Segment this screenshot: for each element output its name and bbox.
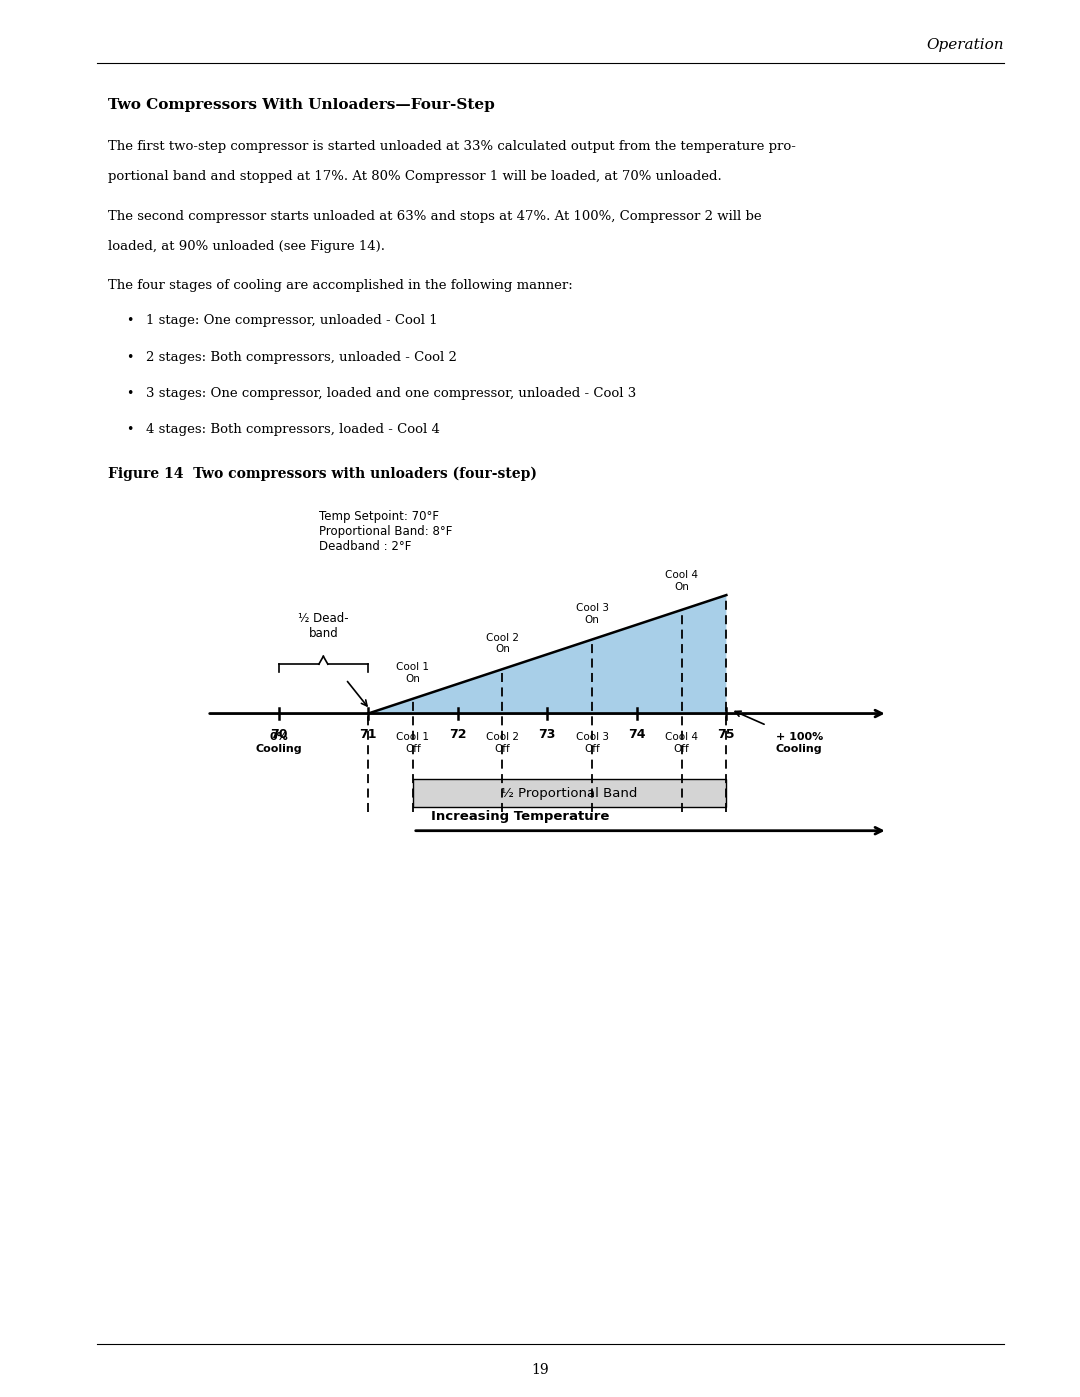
Text: 3 stages: One compressor, loaded and one compressor, unloaded - Cool 3: 3 stages: One compressor, loaded and one… (146, 387, 636, 400)
Text: Cool 3
Off: Cool 3 Off (576, 732, 608, 753)
Text: ½ Dead-
band: ½ Dead- band (298, 612, 349, 640)
Text: Increasing Temperature: Increasing Temperature (431, 810, 609, 823)
Text: Cool 3
On: Cool 3 On (576, 604, 608, 624)
Text: •: • (126, 423, 134, 436)
Text: 0%
Cooling: 0% Cooling (255, 732, 302, 753)
Text: The first two-step compressor is started unloaded at 33% calculated output from : The first two-step compressor is started… (108, 140, 796, 152)
Text: 71: 71 (360, 728, 377, 740)
Text: The four stages of cooling are accomplished in the following manner:: The four stages of cooling are accomplis… (108, 279, 572, 292)
Text: 1 stage: One compressor, unloaded - Cool 1: 1 stage: One compressor, unloaded - Cool… (146, 314, 437, 327)
Text: •: • (126, 387, 134, 400)
Text: Figure 14  Two compressors with unloaders (four-step): Figure 14 Two compressors with unloaders… (108, 467, 537, 481)
Text: The second compressor starts unloaded at 63% and stops at 47%. At 100%, Compress: The second compressor starts unloaded at… (108, 210, 761, 222)
Text: •: • (126, 351, 134, 363)
Text: portional band and stopped at 17%. At 80% Compressor 1 will be loaded, at 70% un: portional band and stopped at 17%. At 80… (108, 170, 721, 183)
Text: loaded, at 90% unloaded (see Figure 14).: loaded, at 90% unloaded (see Figure 14). (108, 240, 384, 253)
Text: 2 stages: Both compressors, unloaded - Cool 2: 2 stages: Both compressors, unloaded - C… (146, 351, 457, 363)
Text: Cool 2
On: Cool 2 On (486, 633, 519, 654)
Text: Cool 4
On: Cool 4 On (665, 570, 698, 592)
Text: Operation: Operation (927, 38, 1004, 52)
Text: Temp Setpoint: 70°F
Proportional Band: 8°F
Deadband : 2°F: Temp Setpoint: 70°F Proportional Band: 8… (319, 510, 453, 552)
Text: Cool 4
Off: Cool 4 Off (665, 732, 698, 753)
Bar (413, 780, 727, 807)
Text: ½ Proportional Band: ½ Proportional Band (501, 787, 638, 799)
Text: 19: 19 (531, 1363, 549, 1377)
Text: Two Compressors With Unloaders—Four-Step: Two Compressors With Unloaders—Four-Step (108, 98, 495, 112)
Text: 75: 75 (717, 728, 735, 740)
Text: 74: 74 (629, 728, 646, 740)
Text: Cool 1
Off: Cool 1 Off (396, 732, 430, 753)
Text: Cool 1
On: Cool 1 On (396, 662, 430, 685)
Polygon shape (368, 595, 727, 714)
Text: Cool 2
Off: Cool 2 Off (486, 732, 519, 753)
Text: 72: 72 (449, 728, 467, 740)
Text: •: • (126, 314, 134, 327)
Text: 73: 73 (539, 728, 556, 740)
Text: 70: 70 (270, 728, 287, 740)
Text: 4 stages: Both compressors, loaded - Cool 4: 4 stages: Both compressors, loaded - Coo… (146, 423, 440, 436)
Text: + 100%
Cooling: + 100% Cooling (775, 732, 823, 753)
